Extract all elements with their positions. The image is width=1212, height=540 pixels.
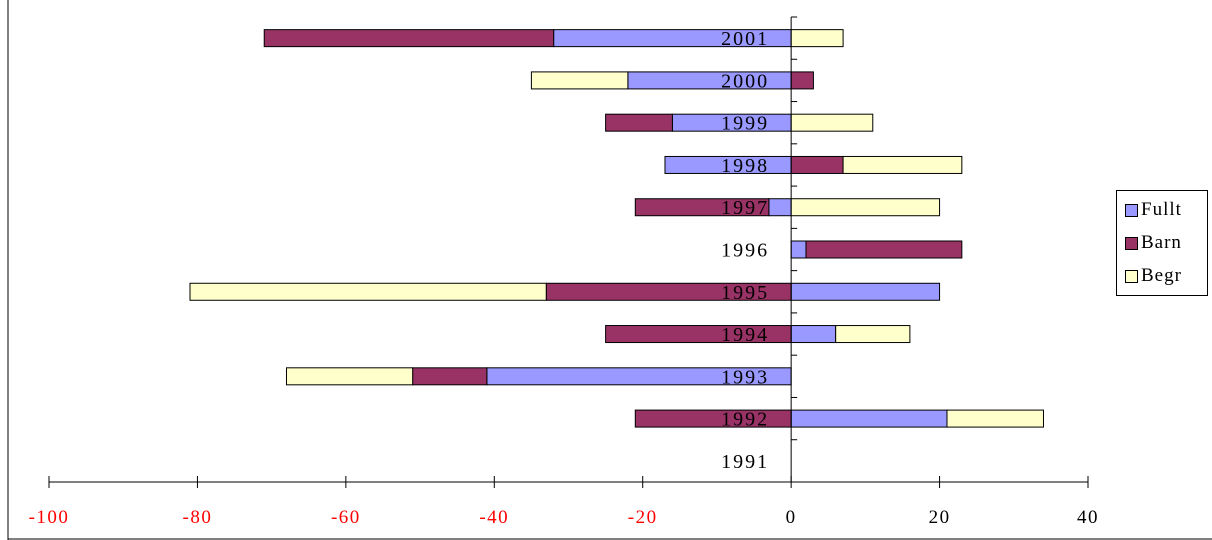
category-label-2001: 2001 — [721, 28, 769, 50]
legend-swatch-fullt — [1125, 203, 1138, 217]
x-tick-label: -60 — [331, 507, 361, 528]
legend-item-fullt: Fullt — [1125, 195, 1182, 225]
category-labels-layer: 1991 1992 1993 1994 1995 1996 1997 1998 1999 2000… — [721, 28, 769, 473]
x-tick-label: 0 — [786, 507, 797, 528]
category-label-1995: 1995 — [721, 282, 769, 304]
bar-fullt-1997 — [768, 198, 792, 217]
bar-begr-1992 — [946, 409, 1044, 428]
legend-label-barn: Barn — [1141, 232, 1182, 253]
bars-layer — [189, 29, 1044, 428]
category-label-1999: 1999 — [721, 113, 769, 135]
bar-begr-2000 — [530, 71, 629, 90]
axes-layer: -100 -80 -60 -40 -20 0 20 40 — [29, 16, 1099, 528]
legend-label-begr: Begr — [1141, 265, 1182, 286]
bar-fullt-1994 — [790, 325, 837, 344]
category-label-1998: 1998 — [721, 155, 769, 177]
x-tick-label: 40 — [1077, 507, 1099, 528]
x-tick-label: -40 — [479, 507, 509, 528]
bar-fullt-1995 — [790, 282, 941, 301]
x-tick-label: 20 — [929, 507, 951, 528]
bar-begr-1997 — [790, 198, 941, 217]
category-label-1991: 1991 — [721, 451, 769, 473]
legend-label-fullt: Fullt — [1141, 199, 1182, 220]
bar-barn-2000 — [790, 71, 814, 90]
x-tick-label: -80 — [183, 507, 213, 528]
legend-swatch-barn — [1125, 236, 1138, 250]
bar-barn-1996 — [805, 240, 963, 259]
bar-barn-2001 — [263, 29, 555, 48]
category-label-1997: 1997 — [721, 197, 769, 219]
bar-begr-1998 — [842, 155, 963, 174]
bar-barn-1999 — [605, 113, 673, 132]
category-label-2000: 2000 — [721, 70, 769, 92]
legend-swatch-begr — [1125, 269, 1138, 283]
bar-begr-1999 — [790, 113, 874, 132]
bar-barn-1998 — [790, 155, 844, 174]
category-label-1994: 1994 — [721, 324, 769, 346]
bar-begr-1994 — [835, 325, 911, 344]
bar-barn-1993 — [412, 367, 488, 386]
x-tick-label: -20 — [628, 507, 658, 528]
legend-item-barn: Barn — [1125, 228, 1182, 258]
bar-begr-1993 — [285, 367, 414, 386]
bar-begr-2001 — [790, 29, 844, 48]
x-tick-label: -100 — [29, 507, 70, 528]
bar-fullt-1996 — [790, 240, 807, 259]
bar-begr-1995 — [189, 282, 547, 301]
category-label-1996: 1996 — [721, 240, 769, 262]
legend-item-begr: Begr — [1125, 261, 1182, 291]
bar-barn-1997 — [634, 198, 770, 217]
bar-fullt-1992 — [790, 409, 948, 428]
legend: Fullt Barn Begr — [1116, 190, 1208, 296]
category-label-1993: 1993 — [721, 366, 769, 388]
category-label-1992: 1992 — [721, 409, 769, 431]
